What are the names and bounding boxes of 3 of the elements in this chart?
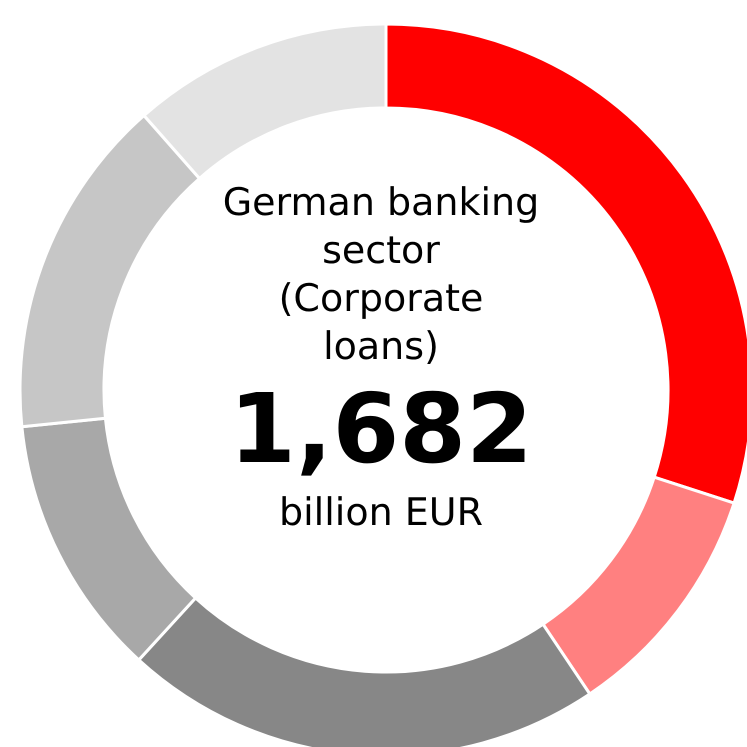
text: billion EUR	[278, 489, 484, 536]
text: German banking sector (Corporate loans)	[222, 179, 540, 370]
text: 1,682	[228, 372, 534, 487]
